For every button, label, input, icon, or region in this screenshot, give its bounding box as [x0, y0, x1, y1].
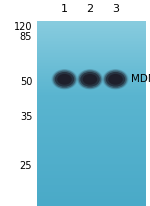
Text: 3: 3	[112, 4, 119, 14]
Ellipse shape	[53, 70, 76, 88]
Text: MDM2: MDM2	[131, 74, 150, 84]
Ellipse shape	[108, 74, 123, 85]
Text: 25: 25	[20, 161, 32, 171]
Ellipse shape	[104, 70, 127, 88]
Ellipse shape	[103, 70, 128, 89]
Ellipse shape	[52, 70, 77, 89]
Text: 85: 85	[20, 32, 32, 42]
Ellipse shape	[79, 70, 101, 88]
Ellipse shape	[51, 69, 78, 90]
Text: 2: 2	[86, 4, 94, 14]
Text: 35: 35	[20, 112, 32, 122]
Text: 1: 1	[61, 4, 68, 14]
Ellipse shape	[55, 72, 74, 87]
Ellipse shape	[83, 74, 97, 85]
Ellipse shape	[80, 72, 100, 87]
Text: 120: 120	[14, 22, 32, 32]
Ellipse shape	[78, 70, 102, 89]
Text: 50: 50	[20, 77, 32, 87]
Ellipse shape	[77, 69, 103, 90]
Ellipse shape	[106, 72, 125, 87]
Ellipse shape	[57, 74, 72, 85]
Ellipse shape	[102, 69, 129, 90]
